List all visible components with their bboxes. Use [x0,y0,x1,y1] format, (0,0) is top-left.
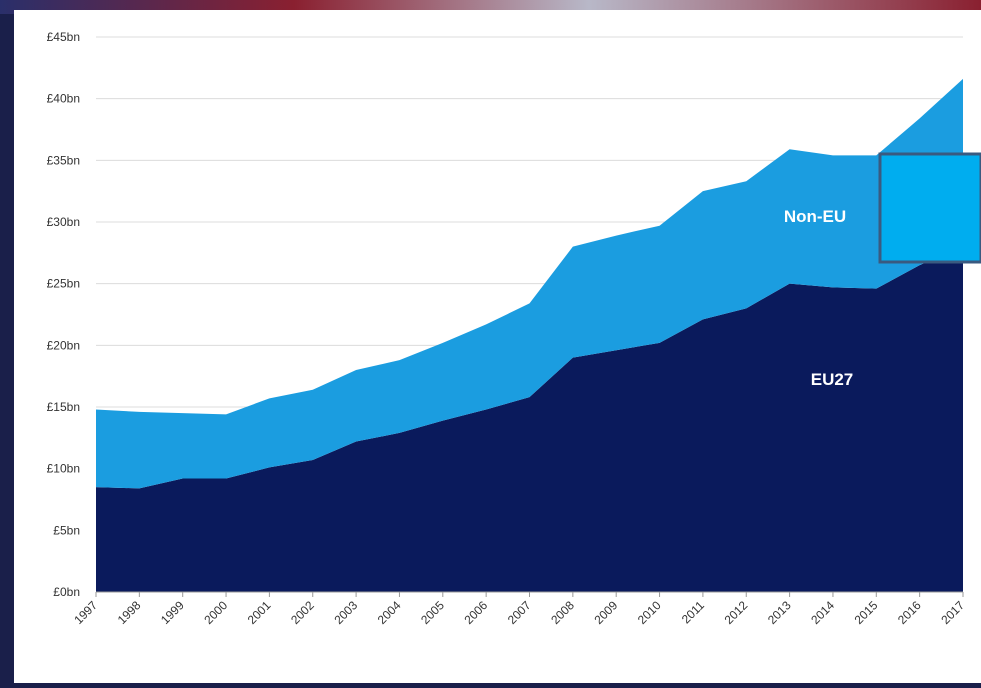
area [96,78,963,489]
y-tick-label: £20bn [47,338,80,352]
y-tick-label: £30bn [47,215,80,229]
y-tick-label: £0bn [53,585,80,599]
y-tick-label: £35bn [47,153,80,167]
y-tick-label: £10bn [47,462,80,476]
y-tick-label: £25bn [47,277,80,291]
y-tick-label: £5bn [53,523,80,537]
series-label: EU27 [811,370,854,389]
overlay-box [878,152,981,264]
y-tick-label: £40bn [47,92,80,106]
y-tick-label: £15bn [47,400,80,414]
series-label: Non-EU [784,207,846,226]
y-tick-label: £45bn [47,30,80,44]
area [96,246,963,592]
